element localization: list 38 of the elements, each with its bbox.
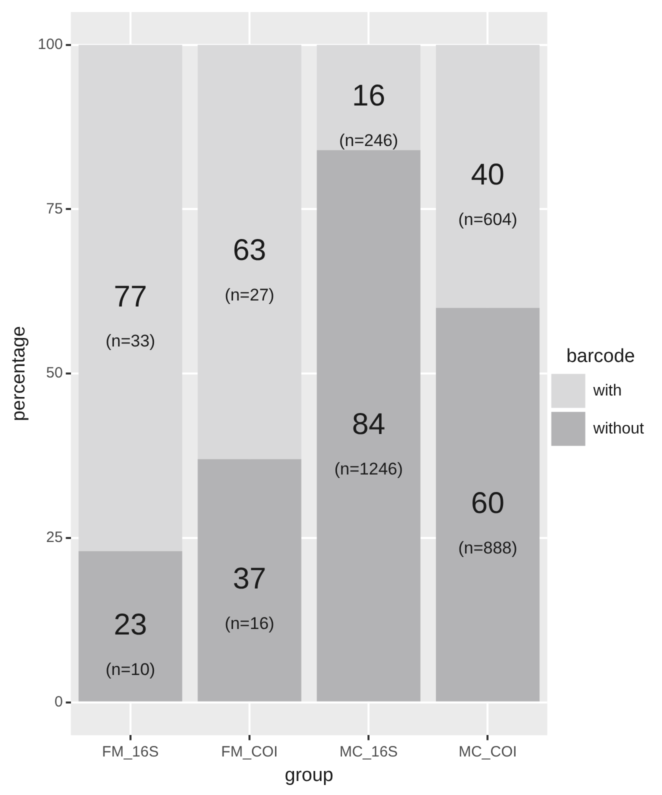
- x-tick-label: MC_COI: [458, 743, 517, 760]
- annotation: (n=1246): [334, 459, 403, 478]
- annotation: (n=604): [458, 210, 518, 230]
- legend-label: without: [592, 420, 645, 438]
- legend-label: with: [592, 382, 622, 400]
- bar: [198, 459, 302, 702]
- data-label: 60: [471, 486, 504, 520]
- data-label: 40: [471, 158, 504, 192]
- y-tick-label: 100: [38, 36, 63, 54]
- annotation: (n=10): [106, 660, 156, 679]
- y-tick-label: 50: [46, 364, 63, 382]
- x-axis-title: group: [284, 764, 334, 786]
- annotation: (n=16): [224, 614, 274, 633]
- annotation: (n=246): [339, 131, 398, 150]
- y-tick-label: 75: [46, 200, 63, 218]
- y-axis-title: percentage: [8, 326, 30, 422]
- data-label: 84: [352, 408, 386, 441]
- bar: [436, 44, 540, 308]
- data-label: 63: [232, 234, 266, 268]
- bar: [316, 150, 420, 702]
- annotation: (n=27): [224, 286, 274, 305]
- x-tick-label: FM_16S: [102, 743, 159, 760]
- y-tick-label: 25: [46, 529, 63, 546]
- bar: [436, 308, 540, 702]
- legend-title: barcode: [566, 346, 635, 367]
- data-label: 77: [114, 280, 148, 314]
- y-tick-label: 0: [54, 693, 63, 710]
- annotation: (n=888): [458, 538, 518, 558]
- bar: [78, 44, 182, 552]
- annotation: (n=33): [106, 332, 156, 351]
- data-label: 16: [352, 80, 386, 113]
- x-tick-label: FM_COI: [221, 743, 278, 760]
- x-tick-label: MC_16S: [339, 743, 398, 760]
- data-label: 23: [114, 608, 148, 642]
- data-label: 37: [232, 562, 266, 596]
- bar: [198, 44, 302, 460]
- bar: [316, 44, 420, 150]
- bar: [78, 551, 182, 702]
